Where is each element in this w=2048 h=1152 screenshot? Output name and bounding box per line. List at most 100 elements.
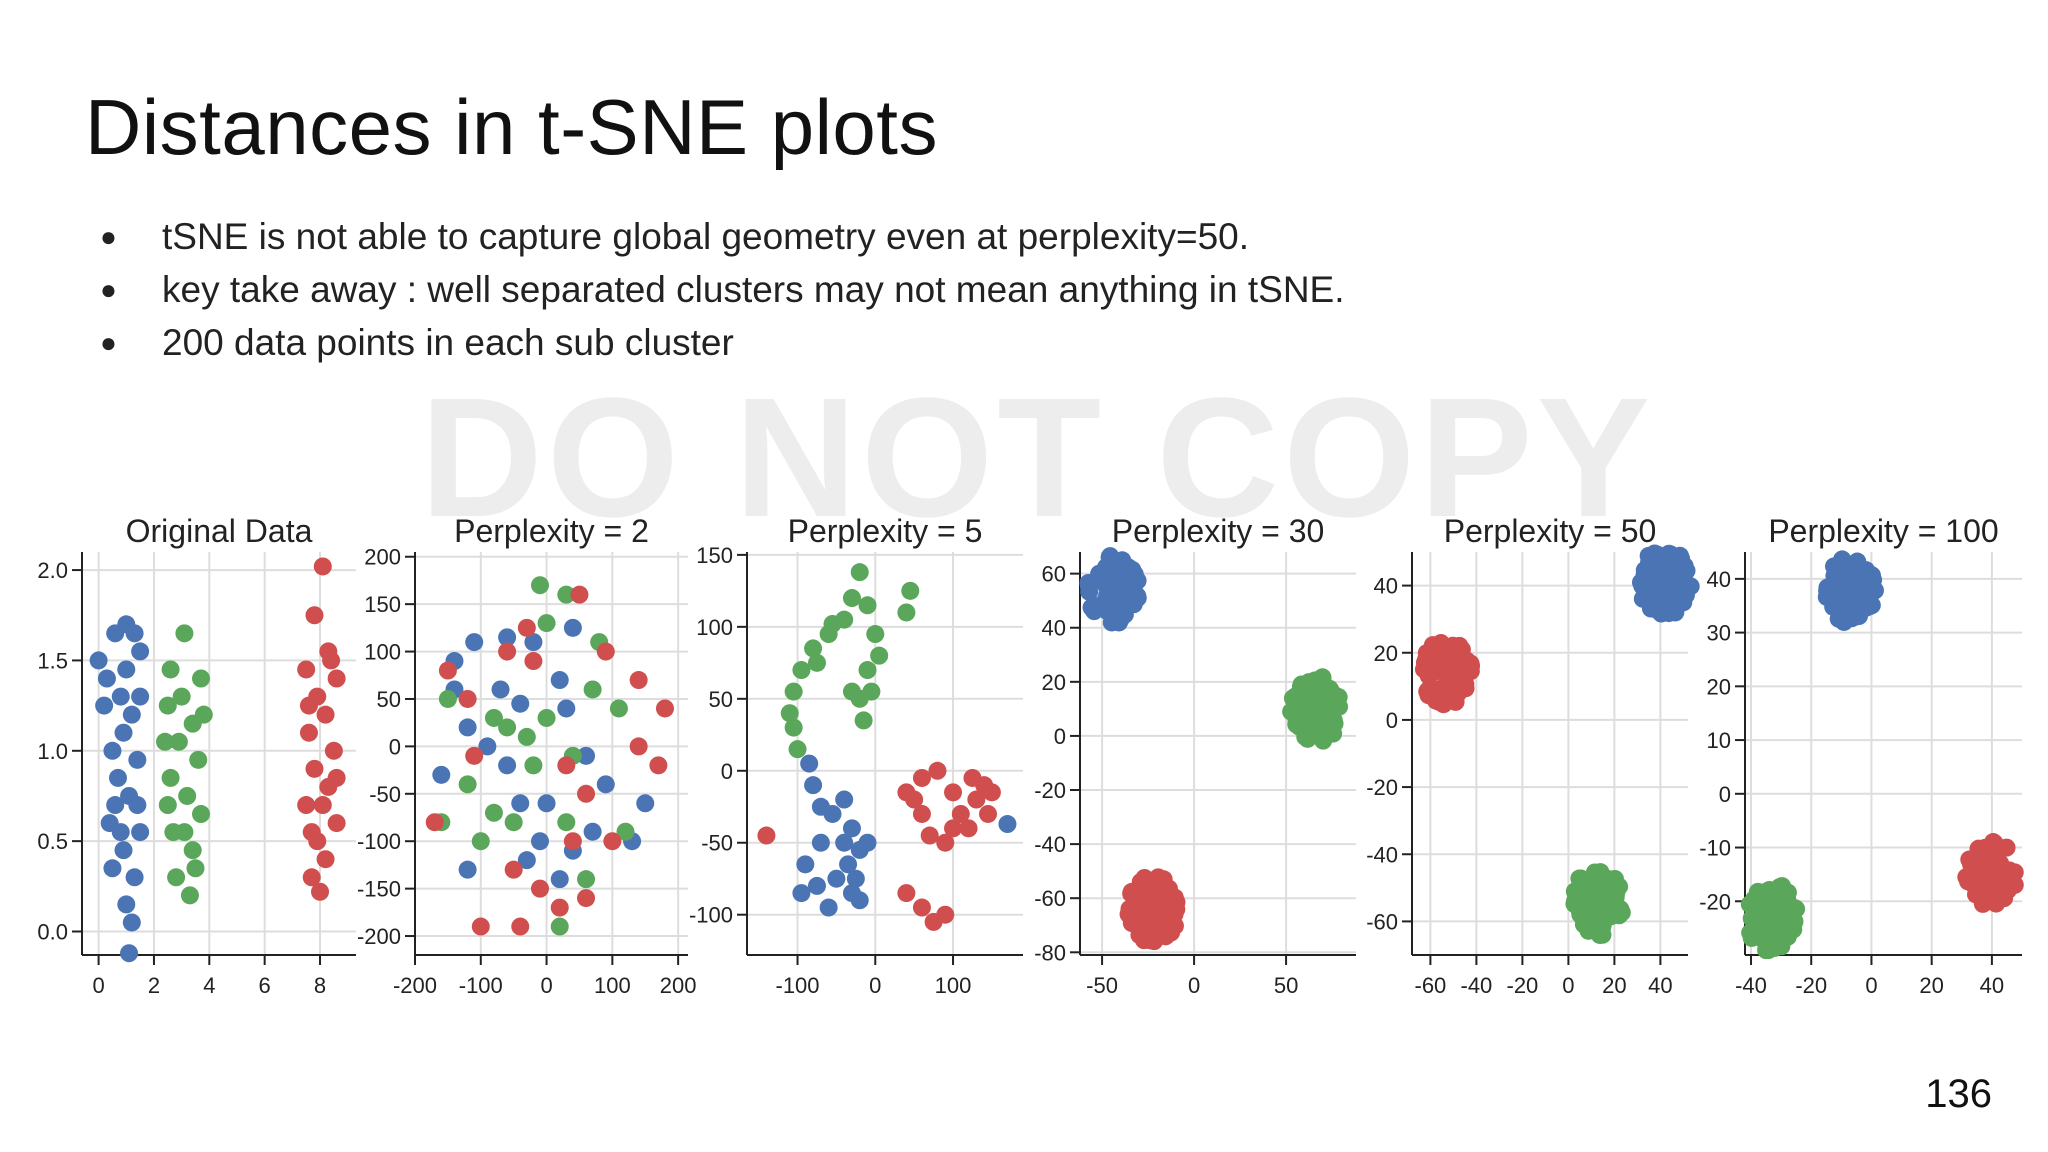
- y-tick-label: 50: [709, 687, 733, 712]
- data-point: [912, 768, 931, 787]
- x-tick-label: 0: [1562, 973, 1574, 998]
- data-point: [432, 765, 451, 784]
- data-point: [189, 750, 208, 769]
- data-point: [858, 833, 877, 852]
- data-point: [655, 699, 674, 718]
- data-point: [106, 796, 125, 815]
- data-point: [1417, 650, 1436, 669]
- data-point: [1570, 869, 1589, 888]
- data-point: [1836, 607, 1855, 626]
- data-point: [128, 750, 147, 769]
- data-point: [117, 660, 136, 679]
- y-tick-label: 0: [1719, 782, 1731, 807]
- y-tick-label: 150: [364, 592, 401, 617]
- data-point: [796, 855, 815, 874]
- data-point: [316, 850, 335, 869]
- data-point: [1743, 893, 1762, 912]
- y-tick-label: -60: [1366, 909, 1398, 934]
- data-point: [1672, 555, 1691, 574]
- data-point: [800, 754, 819, 773]
- data-point: [835, 790, 854, 809]
- y-tick-label: 200: [364, 545, 401, 570]
- y-tick-label: 2.0: [37, 558, 68, 583]
- data-point: [577, 784, 596, 803]
- x-tick-label: -100: [459, 973, 503, 998]
- y-tick-label: -200: [357, 924, 401, 949]
- data-point: [471, 832, 490, 851]
- y-tick-label: -40: [1034, 832, 1066, 857]
- data-point: [530, 879, 549, 898]
- data-point: [583, 822, 602, 841]
- data-point: [111, 823, 130, 842]
- data-point: [603, 832, 622, 851]
- chart-title: Perplexity = 50: [1444, 513, 1657, 549]
- x-tick-label: -20: [1795, 973, 1827, 998]
- data-point: [122, 913, 141, 932]
- data-point: [89, 651, 108, 670]
- data-point: [629, 671, 648, 690]
- chart-title: Perplexity = 5: [788, 513, 983, 549]
- data-point: [114, 841, 133, 860]
- data-point: [842, 819, 861, 838]
- data-point: [511, 917, 530, 936]
- data-point: [458, 718, 477, 737]
- data-point: [465, 746, 484, 765]
- y-tick-label: -20: [1034, 778, 1066, 803]
- y-tick-label: -100: [689, 903, 733, 928]
- data-point: [511, 694, 530, 713]
- data-point: [1079, 573, 1098, 592]
- data-point: [478, 737, 497, 756]
- y-tick-label: -20: [1699, 889, 1731, 914]
- data-point: [122, 705, 141, 724]
- data-point: [131, 823, 150, 842]
- y-tick-label: 30: [1707, 621, 1731, 646]
- data-point: [1122, 882, 1141, 901]
- data-point: [313, 796, 332, 815]
- y-tick-label: 0.5: [37, 829, 68, 854]
- data-point: [484, 708, 503, 727]
- data-point: [596, 642, 615, 661]
- data-point: [862, 682, 881, 701]
- bullet-item: 200 data points in each sub cluster: [100, 316, 1345, 369]
- data-point: [313, 557, 332, 576]
- y-tick-label: 20: [1042, 670, 1066, 695]
- chart-title: Original Data: [126, 513, 313, 549]
- data-point: [550, 917, 569, 936]
- data-point: [583, 680, 602, 699]
- data-point: [557, 585, 576, 604]
- data-point: [1599, 871, 1618, 890]
- data-point: [128, 796, 147, 815]
- data-point: [158, 796, 177, 815]
- data-point: [324, 741, 343, 760]
- data-point: [1571, 905, 1590, 924]
- data-point: [524, 652, 543, 671]
- data-point: [823, 804, 842, 823]
- x-tick-label: 0: [1865, 973, 1877, 998]
- data-point: [944, 783, 963, 802]
- page-number: 136: [1925, 1072, 1992, 1116]
- data-point: [1130, 925, 1149, 944]
- data-point: [858, 596, 877, 615]
- data-point: [161, 768, 180, 787]
- x-tick-label: 100: [594, 973, 631, 998]
- data-point: [302, 823, 321, 842]
- data-point: [827, 869, 846, 888]
- data-point: [517, 851, 536, 870]
- data-point: [905, 790, 924, 809]
- data-point: [125, 624, 144, 643]
- data-point: [302, 868, 321, 887]
- chart-title: Perplexity = 2: [454, 513, 649, 549]
- data-point: [158, 696, 177, 715]
- data-point: [807, 653, 826, 672]
- y-tick-label: -100: [357, 829, 401, 854]
- data-point: [842, 884, 861, 903]
- data-point: [901, 581, 920, 600]
- data-point: [1988, 878, 2007, 897]
- data-point: [524, 756, 543, 775]
- data-point: [550, 898, 569, 917]
- data-point: [850, 563, 869, 582]
- data-point: [1585, 863, 1604, 882]
- data-point: [498, 642, 517, 661]
- data-point: [1102, 613, 1121, 632]
